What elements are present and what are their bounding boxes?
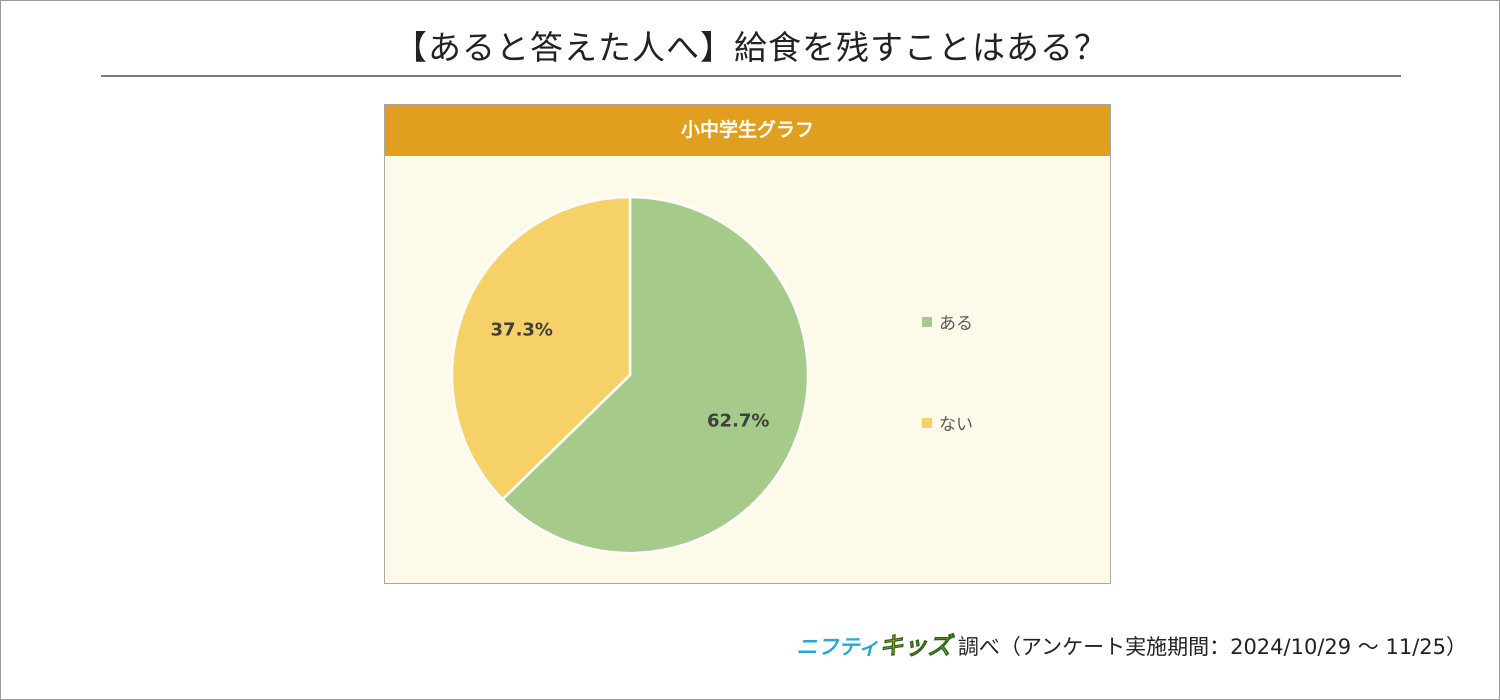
- brand-logo-kids-char: キ: [879, 632, 904, 661]
- brand-logo-kids-char: ッ: [903, 632, 928, 661]
- legend-item-aru: ある: [922, 309, 973, 334]
- legend-item-nai: ない: [922, 410, 973, 435]
- pie-slice-nai: [450, 195, 632, 501]
- chart-title: 小中学生グラフ: [385, 105, 1110, 156]
- pie-slice-aru: [501, 195, 810, 555]
- legend-label-aru: ある: [939, 314, 973, 334]
- chart-panel: 小中学生グラフ 62.7% 37.3% ある ない: [384, 104, 1111, 584]
- page-title: 【あると答えた人へ】給食を残すことはある？: [394, 28, 1108, 67]
- brand-logo-kids-char: ズ: [927, 632, 952, 661]
- slice-value-label-aru: 62.7%: [707, 411, 769, 432]
- legend-swatch-nai: [922, 417, 932, 428]
- pie-chart: 62.7% 37.3%: [450, 195, 810, 555]
- source-text: 調べ（アンケート実施期間：2024/10/29 ～ 11/25）: [957, 635, 1467, 659]
- legend-label-nai: ない: [939, 415, 973, 435]
- brand-logo-kids: キッズ: [879, 632, 952, 661]
- slice-value-label-nai: 37.3%: [491, 319, 553, 340]
- brand-logo-nifty: ニフティ: [796, 635, 880, 659]
- source-note: ニフティキッズ 調べ（アンケート実施期間：2024/10/29 ～ 11/25）: [796, 626, 1467, 661]
- title-divider: [101, 75, 1401, 77]
- legend-swatch-aru: [922, 316, 932, 327]
